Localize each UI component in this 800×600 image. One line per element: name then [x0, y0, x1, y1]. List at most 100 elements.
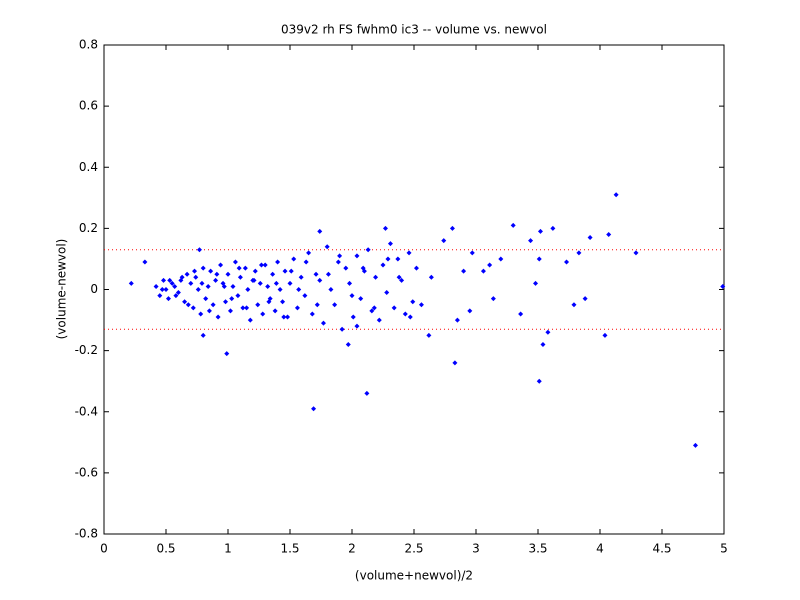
point: [213, 277, 219, 283]
point: [587, 235, 593, 241]
point: [396, 274, 402, 280]
point: [537, 228, 543, 234]
point: [413, 265, 419, 271]
point: [376, 317, 382, 323]
point: [328, 287, 334, 292]
point: [384, 290, 390, 296]
y-tick-label: 0: [90, 282, 98, 296]
point: [692, 442, 698, 448]
point: [252, 268, 258, 274]
point: [325, 271, 331, 277]
point: [190, 305, 196, 311]
point: [360, 265, 366, 271]
x-tick-label: 1.5: [280, 542, 299, 556]
point: [339, 326, 345, 332]
point: [533, 280, 539, 286]
point: [441, 238, 447, 244]
point: [215, 314, 221, 320]
point: [536, 256, 542, 262]
point: [536, 378, 542, 384]
point: [354, 253, 360, 259]
point: [343, 265, 349, 271]
point: [182, 299, 188, 305]
point: [240, 305, 246, 311]
point: [564, 259, 570, 265]
x-tick-label: 5: [720, 542, 728, 556]
point: [247, 317, 253, 323]
point: [314, 302, 320, 308]
point: [291, 256, 297, 262]
point: [287, 280, 293, 286]
point: [242, 265, 248, 271]
point: [255, 302, 261, 308]
point: [199, 280, 205, 286]
point: [606, 231, 612, 237]
point: [172, 283, 178, 289]
point: [576, 250, 582, 256]
point: [490, 296, 496, 302]
point: [317, 228, 323, 234]
point: [173, 293, 179, 299]
point: [306, 250, 312, 256]
y-tick-label: -0.4: [75, 404, 98, 418]
point: [161, 277, 167, 283]
point: [296, 287, 302, 292]
point: [223, 299, 229, 305]
point: [545, 329, 551, 335]
point: [273, 280, 279, 286]
point: [540, 342, 546, 348]
point: [365, 247, 371, 253]
point: [373, 274, 379, 280]
point: [410, 299, 416, 305]
point: [449, 225, 455, 231]
point: [571, 302, 577, 308]
point: [350, 314, 356, 320]
point: [582, 296, 588, 302]
x-tick-label: 3: [472, 542, 480, 556]
point: [262, 262, 268, 268]
point: [227, 308, 233, 314]
point: [282, 268, 288, 274]
point: [518, 311, 524, 317]
point: [142, 259, 148, 265]
point: [266, 299, 272, 305]
y-axis-label: (volume-newvol): [55, 239, 69, 340]
point: [418, 302, 424, 308]
point: [380, 262, 386, 268]
point: [528, 238, 534, 244]
point: [426, 332, 432, 338]
point: [260, 311, 266, 317]
point: [206, 308, 212, 314]
x-axis-label: (volume+newvol)/2: [355, 569, 473, 583]
point: [385, 256, 391, 262]
point: [221, 283, 227, 289]
point: [498, 256, 504, 262]
point: [324, 244, 330, 250]
point: [349, 293, 355, 299]
point: [244, 305, 250, 311]
point: [364, 390, 370, 396]
point: [251, 277, 257, 283]
y-tick-label: -0.2: [75, 343, 98, 357]
point: [720, 283, 726, 289]
point: [232, 259, 238, 265]
point: [332, 302, 338, 308]
y-tick-label: 0.4: [79, 160, 98, 174]
point: [192, 268, 198, 274]
point: [402, 311, 408, 317]
y-tick-label: 0.6: [79, 99, 98, 113]
x-tick-label: 0: [100, 542, 108, 556]
point: [337, 253, 343, 259]
point: [288, 268, 294, 274]
point: [313, 271, 319, 277]
point: [302, 293, 308, 299]
point: [229, 296, 235, 302]
point: [467, 308, 473, 314]
point: [382, 225, 388, 231]
point: [200, 265, 206, 271]
point: [214, 271, 220, 277]
point: [391, 305, 397, 311]
point: [128, 280, 134, 286]
point: [347, 280, 353, 286]
point: [200, 332, 206, 338]
